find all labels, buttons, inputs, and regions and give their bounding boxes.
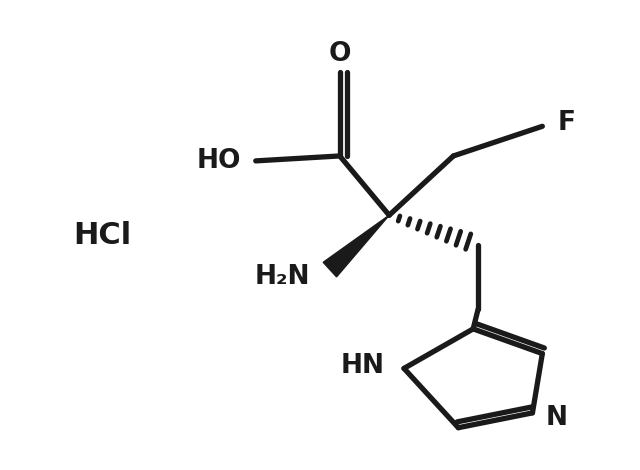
Text: HN: HN bbox=[340, 353, 384, 379]
Polygon shape bbox=[323, 215, 389, 277]
Text: F: F bbox=[557, 110, 575, 136]
Text: O: O bbox=[328, 41, 351, 67]
Text: N: N bbox=[545, 405, 567, 431]
Text: HO: HO bbox=[196, 148, 241, 174]
Text: HCl: HCl bbox=[74, 220, 132, 250]
Text: H₂N: H₂N bbox=[255, 265, 310, 290]
